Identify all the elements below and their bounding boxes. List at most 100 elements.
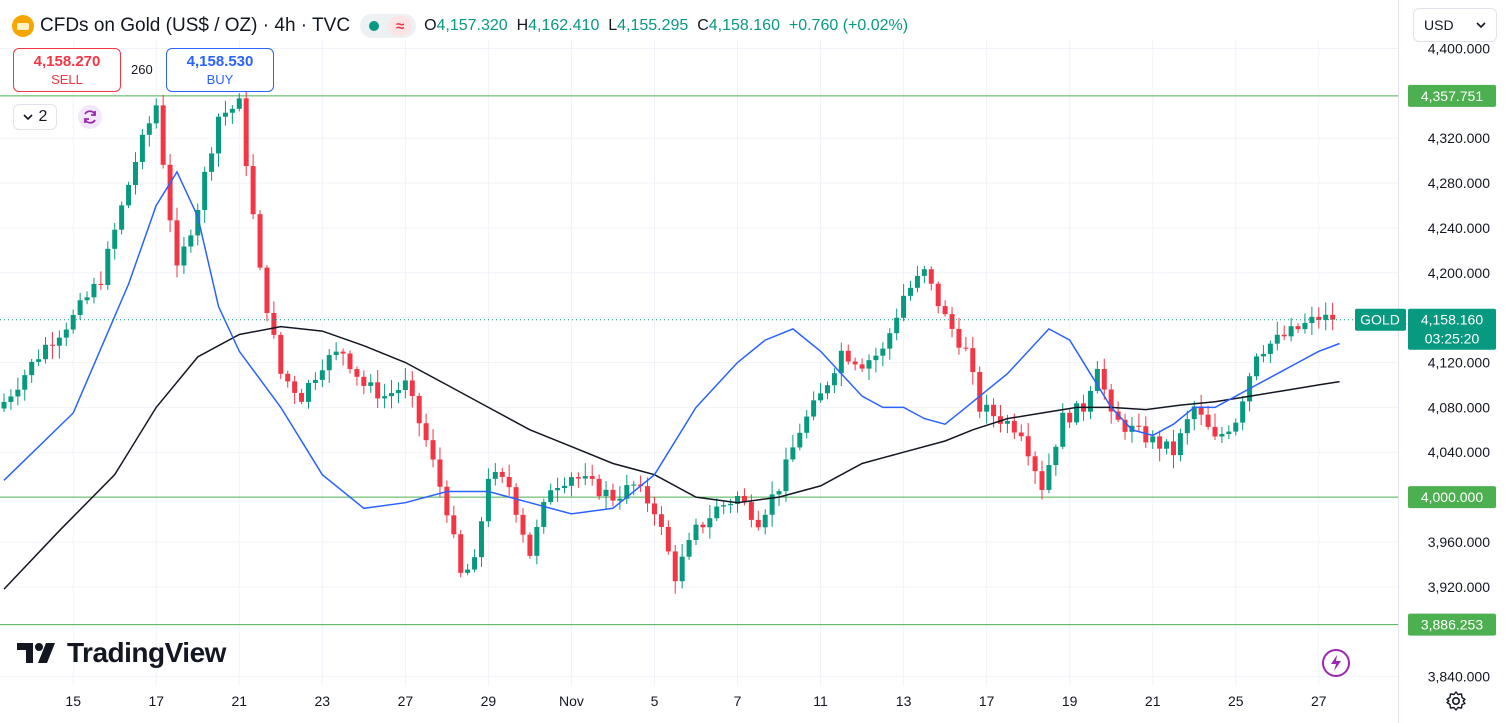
candle-body xyxy=(991,404,997,417)
time-axis-tick: 7 xyxy=(734,693,742,709)
candle-body xyxy=(292,381,298,393)
price-axis[interactable]: 4,400.000 4,320.000 4,280.000 4,240.000 4,20… xyxy=(1428,41,1490,685)
candle-body xyxy=(389,393,395,397)
price-axis-tick: 4,040.000 xyxy=(1428,444,1490,460)
tradingview-logo[interactable]: TradingView xyxy=(17,637,226,668)
candle-body xyxy=(444,486,450,516)
candle-body xyxy=(202,171,208,210)
candle-body xyxy=(195,209,201,236)
candle-body xyxy=(1108,389,1114,412)
candle-body xyxy=(811,400,817,417)
candle-body xyxy=(1274,334,1280,344)
price-axis-tick: 4,400.000 xyxy=(1428,41,1490,57)
candle-body xyxy=(181,246,187,266)
candle-body xyxy=(285,373,291,382)
level-price-tag xyxy=(1408,84,1496,107)
settings-gear-icon[interactable] xyxy=(1445,690,1467,712)
candle-body xyxy=(651,503,657,515)
candle-body xyxy=(1074,403,1080,423)
sell-label: SELL xyxy=(51,72,83,87)
slow-moving-average-line xyxy=(3,325,1340,590)
candle-body xyxy=(631,484,637,486)
chart-grid xyxy=(0,0,1399,723)
candle-body xyxy=(139,134,145,163)
candle-body xyxy=(1198,406,1204,415)
price-axis-tick: 3,920.000 xyxy=(1428,579,1490,595)
time-axis-tick: 15 xyxy=(65,693,81,709)
candle-body xyxy=(831,373,837,386)
candle-body xyxy=(513,487,519,515)
level-price-tag xyxy=(1408,486,1496,509)
candle-body xyxy=(935,283,941,307)
price-axis-tick: 4,200.000 xyxy=(1428,265,1490,281)
time-axis-tick: 17 xyxy=(979,693,995,709)
flash-button[interactable] xyxy=(1322,649,1350,677)
candle-body xyxy=(1191,406,1197,420)
candle-body xyxy=(1295,326,1301,330)
currency-select[interactable]: USD xyxy=(1413,8,1497,42)
chart-header: CFDs on Gold (US$ / OZ) · 4h · TVC ≈ O4,… xyxy=(12,12,908,40)
time-axis-tick: 17 xyxy=(148,693,164,709)
candle-body xyxy=(423,423,429,441)
chevron-down-icon xyxy=(22,113,33,120)
candle-body xyxy=(126,184,132,206)
candle-body xyxy=(84,297,90,301)
candle-body xyxy=(610,489,616,501)
candle-body xyxy=(375,382,381,399)
market-status[interactable]: ≈ xyxy=(360,14,417,38)
candle-body xyxy=(1226,431,1232,435)
candle-body xyxy=(804,416,810,433)
candle-body xyxy=(395,390,401,394)
close-value: 4,158.160 xyxy=(708,17,780,34)
candle-body xyxy=(956,328,962,348)
candle-body xyxy=(264,267,270,314)
candle-body xyxy=(700,524,706,528)
candle-body xyxy=(887,333,893,349)
candle-body xyxy=(866,360,872,369)
candle-body xyxy=(748,502,754,520)
time-axis[interactable]: 15 17 21 23 27 29 Nov 5 7 11 13 17 19 21 25 27 xyxy=(65,693,1326,709)
candle-body xyxy=(894,317,900,334)
candle-body xyxy=(645,486,651,504)
candle-body xyxy=(506,476,512,488)
candle-body xyxy=(430,440,436,460)
last-price-text: 4,158.160 xyxy=(1421,312,1483,328)
candle-body xyxy=(783,459,789,492)
price-axis-tick: 4,080.000 xyxy=(1428,399,1490,415)
last-price-tag xyxy=(1408,308,1496,350)
candle-body xyxy=(222,112,228,117)
candle-body xyxy=(1267,343,1273,354)
candle-body xyxy=(1323,314,1329,320)
refresh-button[interactable] xyxy=(78,105,102,129)
candle-body xyxy=(977,372,983,412)
candle-body xyxy=(755,519,761,528)
market-open-dot-icon xyxy=(369,21,380,31)
candle-body xyxy=(243,98,249,167)
candle-body xyxy=(188,235,194,247)
time-axis-tick: 21 xyxy=(1145,693,1161,709)
candle-body xyxy=(36,359,42,362)
indicators-toggle[interactable]: 2 xyxy=(13,104,57,130)
price-axis-tick: 3,960.000 xyxy=(1428,534,1490,550)
candle-body xyxy=(984,404,990,412)
sell-price: 4,158.270 xyxy=(33,53,101,70)
candle-body xyxy=(132,162,138,185)
candle-body xyxy=(589,476,595,479)
candle-body xyxy=(70,314,76,330)
candle-body xyxy=(762,514,768,528)
candle-body xyxy=(478,521,484,558)
price-axis-tick: 4,240.000 xyxy=(1428,220,1490,236)
buy-button[interactable]: 4,158.530 BUY xyxy=(166,48,274,92)
horizontal-levels[interactable] xyxy=(0,95,1398,626)
candle-body xyxy=(146,123,152,135)
candle-body xyxy=(340,351,346,354)
candle-body xyxy=(914,275,920,288)
candle-body xyxy=(1018,432,1024,437)
level-price-text: 3,886.253 xyxy=(1421,617,1483,633)
candle-body xyxy=(735,496,741,504)
candle-body xyxy=(1212,426,1218,437)
candle-body xyxy=(562,485,568,488)
symbol-title[interactable]: CFDs on Gold (US$ / OZ) · 4h · TVC xyxy=(40,15,351,36)
sell-button[interactable]: 4,158.270 SELL xyxy=(13,48,121,92)
